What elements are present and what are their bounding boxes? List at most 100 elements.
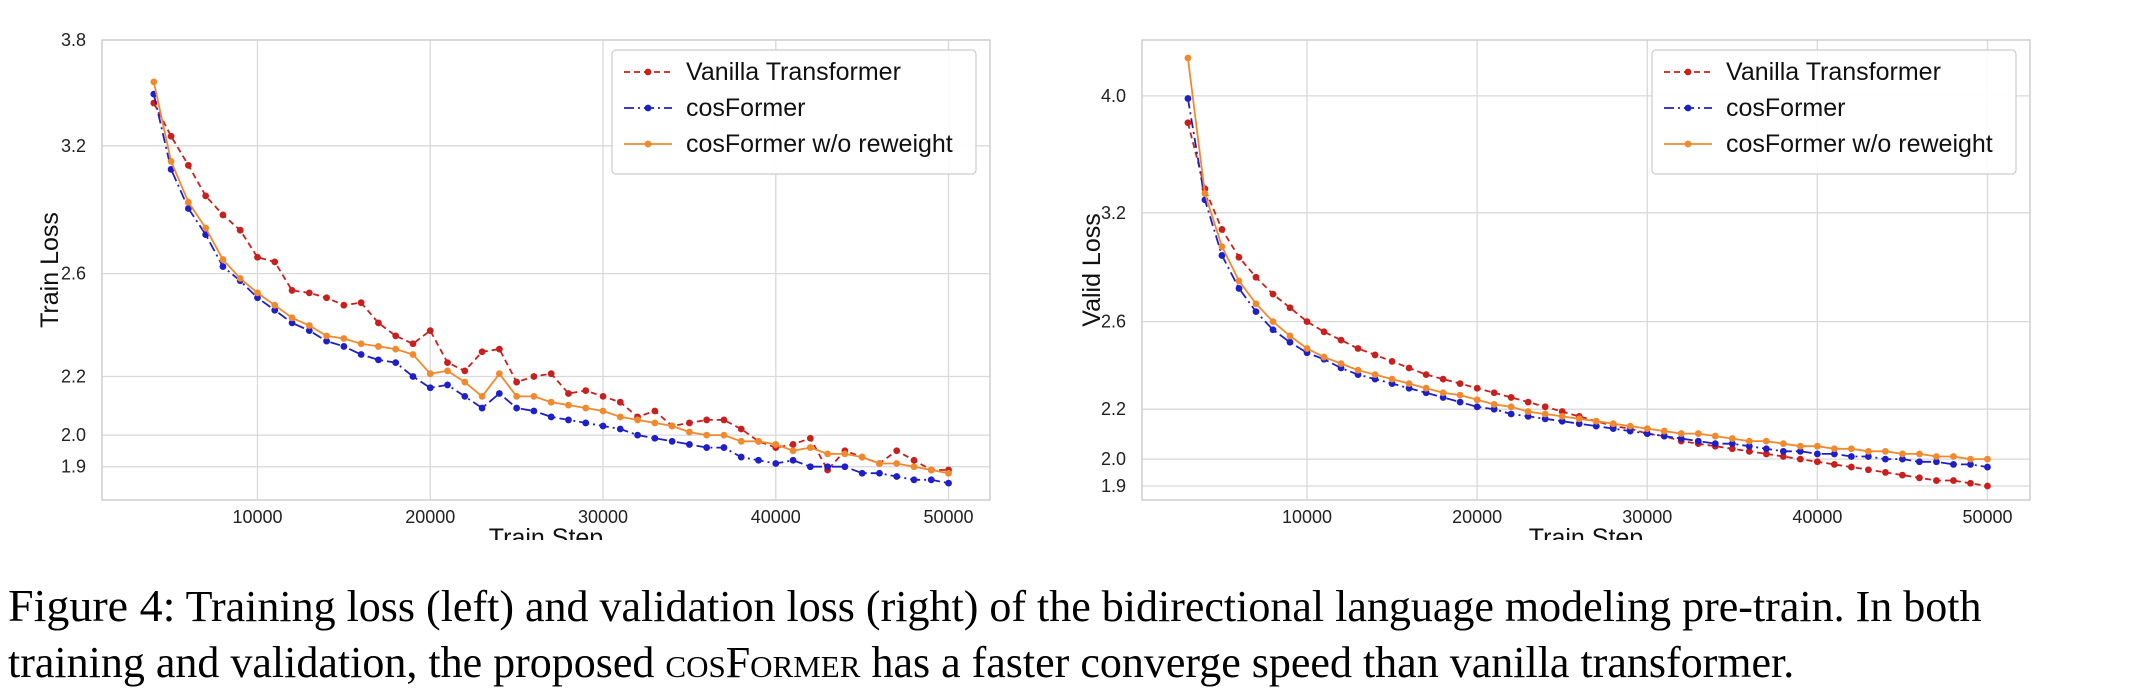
data-point (927, 466, 935, 474)
data-point (1711, 440, 1719, 448)
data-point (1337, 336, 1345, 344)
data-point (1796, 447, 1804, 455)
data-point (1779, 440, 1787, 448)
legend-label: cosFormer (1726, 94, 1845, 122)
data-point (530, 407, 538, 415)
legend-swatch-marker (1684, 140, 1692, 148)
data-point (582, 404, 590, 412)
data-point (599, 422, 607, 430)
data-point (1422, 371, 1430, 379)
y-tick-label: 2.6 (61, 264, 86, 284)
legend-swatch-marker (644, 104, 652, 112)
x-tick-label: 30000 (578, 507, 628, 527)
data-point (1269, 290, 1277, 298)
legend-label: Vanilla Transformer (1726, 58, 1941, 86)
data-point (1967, 461, 1974, 468)
data-point (737, 425, 745, 433)
x-tick-label: 40000 (1792, 507, 1842, 527)
data-point (1847, 445, 1855, 453)
data-point (426, 370, 434, 378)
x-tick-label: 40000 (751, 507, 801, 527)
data-point (219, 211, 227, 219)
data-point (685, 428, 693, 436)
data-point (824, 450, 832, 458)
data-point (1473, 396, 1481, 404)
data-point (720, 444, 728, 451)
data-point (1677, 430, 1685, 437)
caption-text-b: has a faster converge speed than vanilla… (860, 638, 1795, 687)
data-point (1967, 479, 1974, 487)
data-point (1864, 453, 1872, 460)
data-point (858, 469, 866, 477)
x-tick-label: 10000 (1282, 507, 1332, 527)
data-point (357, 351, 365, 358)
data-point (1337, 360, 1345, 367)
data-point (1286, 304, 1294, 312)
data-point (444, 381, 451, 389)
data-point (1830, 445, 1838, 453)
data-point (495, 345, 503, 353)
data-point (1252, 273, 1260, 281)
data-point (651, 434, 659, 442)
data-point (1728, 440, 1736, 448)
data-point (1286, 332, 1294, 340)
x-tick-label: 50000 (1962, 507, 2012, 527)
data-point (1762, 437, 1770, 445)
data-point (1950, 461, 1957, 468)
data-point (1592, 422, 1600, 430)
data-point (685, 419, 693, 427)
data-point (167, 157, 175, 165)
data-point (1694, 430, 1702, 437)
data-point (720, 431, 728, 439)
caption-model-name: cosFormer (665, 638, 861, 687)
y-tick-label: 2.6 (1101, 312, 1126, 332)
data-point (789, 441, 797, 448)
train-loss-chart: 10000 20000 30000 40000 50000 1.9 2.0 2.2 2.6 3.2… (36, 30, 991, 540)
data-point (1745, 447, 1753, 455)
data-point (1916, 458, 1923, 466)
data-point (254, 294, 261, 302)
data-point (1303, 345, 1311, 352)
figure-caption: Figure 4: Training loss (left) and valid… (8, 578, 2128, 691)
data-point (1303, 318, 1311, 326)
data-point (685, 441, 693, 448)
data-point (1371, 351, 1379, 359)
data-point (755, 437, 762, 445)
data-point (668, 422, 676, 430)
data-point (478, 392, 486, 400)
data-point (202, 231, 210, 239)
data-point (1371, 371, 1379, 379)
data-point (461, 392, 469, 400)
legend-label: Vanilla Transformer (686, 58, 901, 86)
data-point (1933, 477, 1940, 484)
data-point (1354, 345, 1362, 352)
data-point (634, 416, 641, 424)
data-point (876, 460, 883, 467)
data-point (288, 314, 296, 322)
x-tick-label: 30000 (1622, 507, 1672, 527)
data-point (513, 392, 521, 400)
data-point (1609, 425, 1617, 433)
x-tick-label: 20000 (1452, 507, 1502, 527)
data-point (254, 289, 261, 297)
data-point (202, 192, 210, 200)
data-point (1882, 455, 1889, 463)
data-point (1490, 401, 1498, 408)
data-point (1967, 455, 1974, 463)
data-point (219, 256, 227, 263)
data-point (305, 327, 313, 335)
valid-loss-chart: 10000 20000 30000 40000 50000 1.9 2.0 2.2 2.6 3.2… (1078, 39, 2031, 540)
data-point (1235, 277, 1243, 285)
data-point (1184, 95, 1192, 102)
data-point (841, 450, 849, 458)
data-point (1984, 482, 1991, 490)
data-point (547, 413, 555, 421)
data-point (219, 263, 227, 270)
data-point (444, 367, 451, 375)
data-point (789, 447, 797, 455)
data-point (1388, 375, 1396, 383)
data-point (1507, 394, 1515, 401)
data-point (271, 301, 279, 309)
data-point (1473, 384, 1481, 392)
data-point (1524, 408, 1532, 415)
